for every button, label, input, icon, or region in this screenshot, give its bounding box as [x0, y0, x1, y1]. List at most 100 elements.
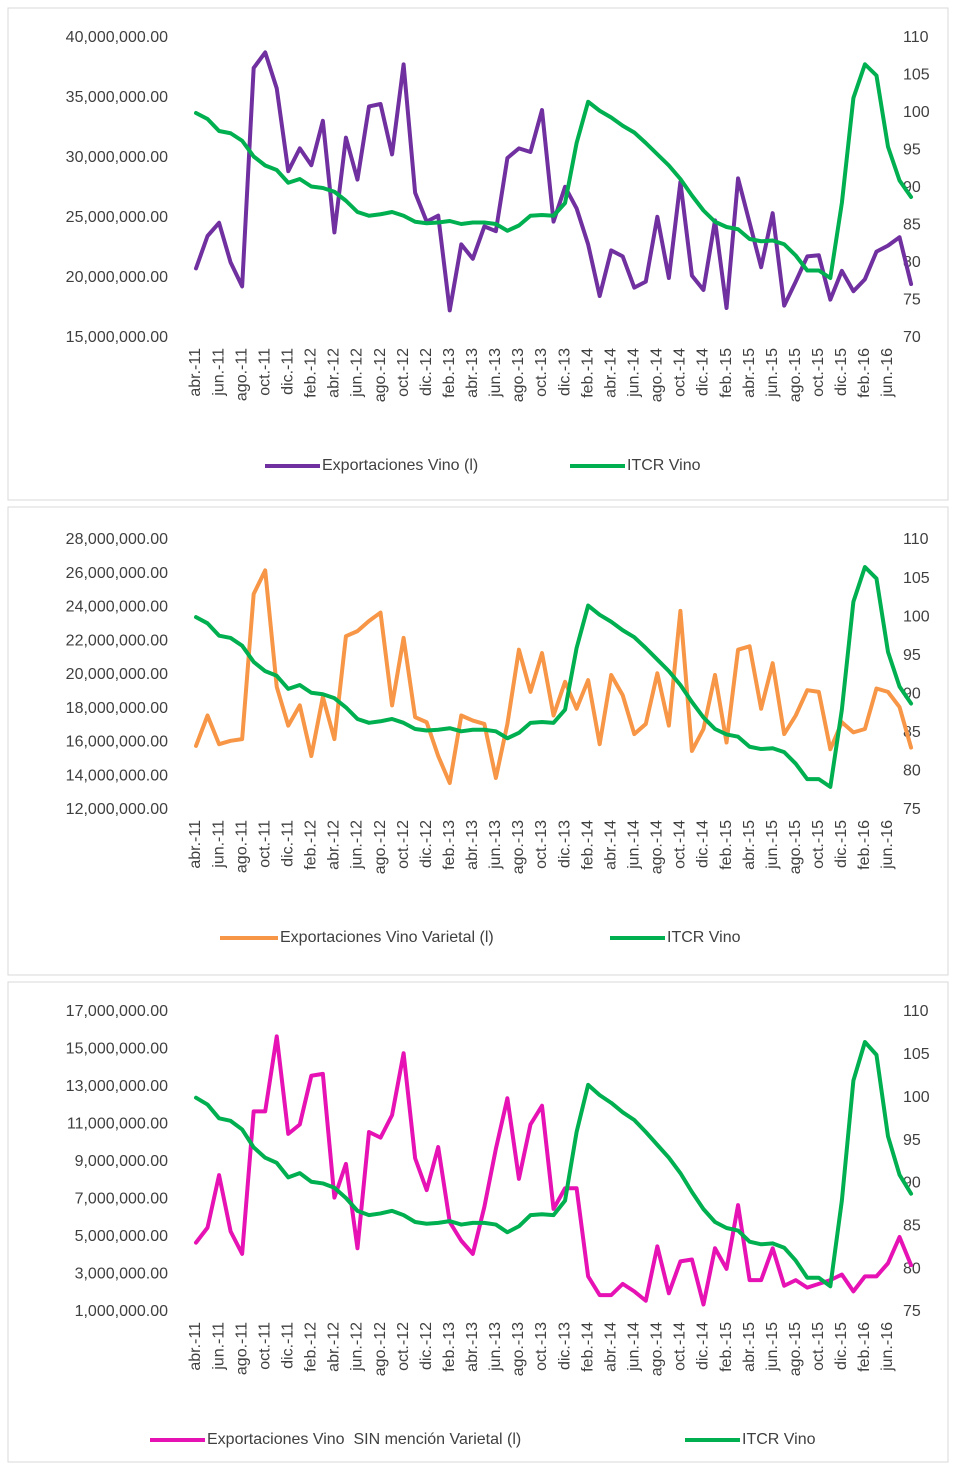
y-tick-label: 5,000,000.00: [75, 1228, 169, 1245]
y-tick-label: 22,000,000.00: [66, 632, 168, 649]
x-tick-label: ago.-14: [649, 348, 666, 402]
y2-tick-label: 80: [903, 1260, 921, 1277]
legend-label: Exportaciones Vino Varietal (l): [280, 929, 494, 946]
x-tick-label: jun.-14: [625, 1322, 642, 1372]
y-tick-label: 3,000,000.00: [75, 1266, 169, 1283]
y2-tick-label: 70: [903, 329, 921, 346]
x-tick-label: abr.-13: [464, 348, 481, 398]
x-tick-label: feb.-14: [579, 348, 596, 398]
y-tick-label: 12,000,000.00: [66, 801, 168, 818]
series-line: [194, 565, 914, 789]
x-tick-label: abr.-11: [187, 1322, 204, 1371]
x-tick-label: feb.-15: [718, 348, 735, 398]
panel-border: [7, 7, 949, 501]
x-tick-label: feb.-15: [718, 820, 735, 870]
x-tick-label: jun.-11: [210, 1322, 227, 1371]
x-tick-label: oct.-12: [395, 348, 412, 397]
series-line: [194, 568, 914, 785]
x-tick-label: oct.-12: [395, 1322, 412, 1371]
x-tick-label: ago.-13: [510, 348, 527, 402]
x-tick-label: jun.-14: [625, 348, 642, 398]
x-tick-label: feb.-13: [441, 820, 458, 870]
x-tick-label: abr.-15: [741, 1322, 758, 1372]
y-tick-label: 15,000,000.00: [66, 329, 168, 346]
x-tick-label: ago.-14: [649, 1322, 666, 1376]
x-tick-label: oct.-13: [533, 1322, 550, 1371]
y2-tick-label: 110: [903, 531, 929, 548]
y-tick-label: 25,000,000.00: [66, 209, 168, 226]
x-tick-label: oct.-11: [256, 820, 273, 868]
x-tick-label: abr.-12: [326, 1322, 343, 1372]
x-tick-label: oct.-11: [256, 1322, 273, 1370]
y2-tick-label: 100: [903, 104, 930, 121]
legend-label: Exportaciones Vino (l): [322, 457, 478, 474]
series-line: [194, 1040, 914, 1289]
x-tick-label: oct.-14: [672, 820, 689, 869]
x-tick-label: dic.-11: [279, 1322, 296, 1369]
x-tick-label: feb.-13: [441, 1322, 458, 1372]
x-tick-label: feb.-15: [718, 1322, 735, 1372]
x-tick-label: ago.-15: [787, 820, 804, 874]
x-tick-label: feb.-12: [303, 820, 320, 870]
legend-label: ITCR Vino: [667, 929, 741, 946]
x-tick-label: jun.-11: [210, 348, 227, 397]
x-tick-label: feb.-16: [856, 1322, 873, 1372]
panel-border: [7, 506, 949, 976]
x-tick-label: jun.-16: [879, 820, 896, 870]
y2-tick-label: 110: [903, 1003, 929, 1020]
x-tick-label: ago.-12: [372, 348, 389, 402]
x-tick-label: dic.-14: [695, 1322, 712, 1370]
x-tick-label: dic.-11: [279, 348, 296, 395]
x-tick-label: dic.-14: [695, 820, 712, 868]
x-tick-label: ago.-11: [233, 348, 250, 401]
x-tick-label: jun.-12: [349, 1322, 366, 1372]
y2-tick-label: 85: [903, 217, 921, 234]
x-tick-label: dic.-12: [418, 1322, 435, 1370]
x-tick-label: jun.-12: [349, 348, 366, 398]
x-tick-label: abr.-12: [326, 348, 343, 398]
x-tick-label: oct.-14: [672, 348, 689, 397]
x-tick-label: oct.-11: [256, 348, 273, 396]
y-tick-label: 1,000,000.00: [75, 1303, 169, 1320]
legend-label: ITCR Vino: [627, 457, 701, 474]
y-tick-label: 18,000,000.00: [66, 700, 168, 717]
series-line: [194, 62, 914, 280]
x-tick-label: oct.-13: [533, 820, 550, 869]
y2-tick-label: 95: [903, 647, 921, 664]
x-tick-label: jun.-15: [764, 348, 781, 398]
x-tick-label: feb.-12: [303, 348, 320, 398]
x-tick-label: ago.-13: [510, 820, 527, 874]
x-tick-label: abr.-11: [187, 348, 204, 397]
series-line: [194, 50, 914, 313]
y-tick-label: 26,000,000.00: [66, 565, 168, 582]
y-tick-label: 40,000,000.00: [66, 29, 168, 46]
y-tick-label: 20,000,000.00: [66, 269, 168, 286]
legend-label: ITCR Vino: [742, 1431, 816, 1448]
x-tick-label: dic.-15: [833, 820, 850, 868]
y2-tick-label: 95: [903, 1132, 921, 1149]
x-tick-label: ago.-11: [233, 820, 250, 873]
x-tick-label: feb.-16: [856, 820, 873, 870]
x-tick-label: feb.-13: [441, 348, 458, 398]
x-tick-label: oct.-15: [810, 820, 827, 869]
x-tick-label: feb.-14: [579, 1322, 596, 1372]
y2-tick-label: 75: [903, 801, 921, 818]
panel-border: [7, 981, 949, 1463]
x-tick-label: oct.-12: [395, 820, 412, 869]
y2-tick-label: 100: [903, 1089, 930, 1106]
y-tick-label: 11,000,000.00: [67, 1116, 168, 1133]
x-tick-label: abr.-12: [326, 820, 343, 870]
y-tick-label: 14,000,000.00: [66, 767, 168, 784]
y2-tick-label: 105: [903, 570, 930, 587]
x-tick-label: oct.-14: [672, 1322, 689, 1371]
y-tick-label: 13,000,000.00: [66, 1078, 168, 1095]
x-tick-label: jun.-16: [879, 348, 896, 398]
x-tick-label: abr.-14: [602, 1322, 619, 1372]
x-tick-label: jun.-13: [487, 1322, 504, 1372]
y2-tick-label: 105: [903, 1046, 930, 1063]
y2-tick-label: 80: [903, 763, 921, 780]
y-tick-label: 7,000,000.00: [75, 1191, 169, 1208]
x-tick-label: dic.-13: [556, 1322, 573, 1370]
x-tick-label: abr.-11: [187, 820, 204, 869]
x-tick-label: abr.-14: [602, 348, 619, 398]
